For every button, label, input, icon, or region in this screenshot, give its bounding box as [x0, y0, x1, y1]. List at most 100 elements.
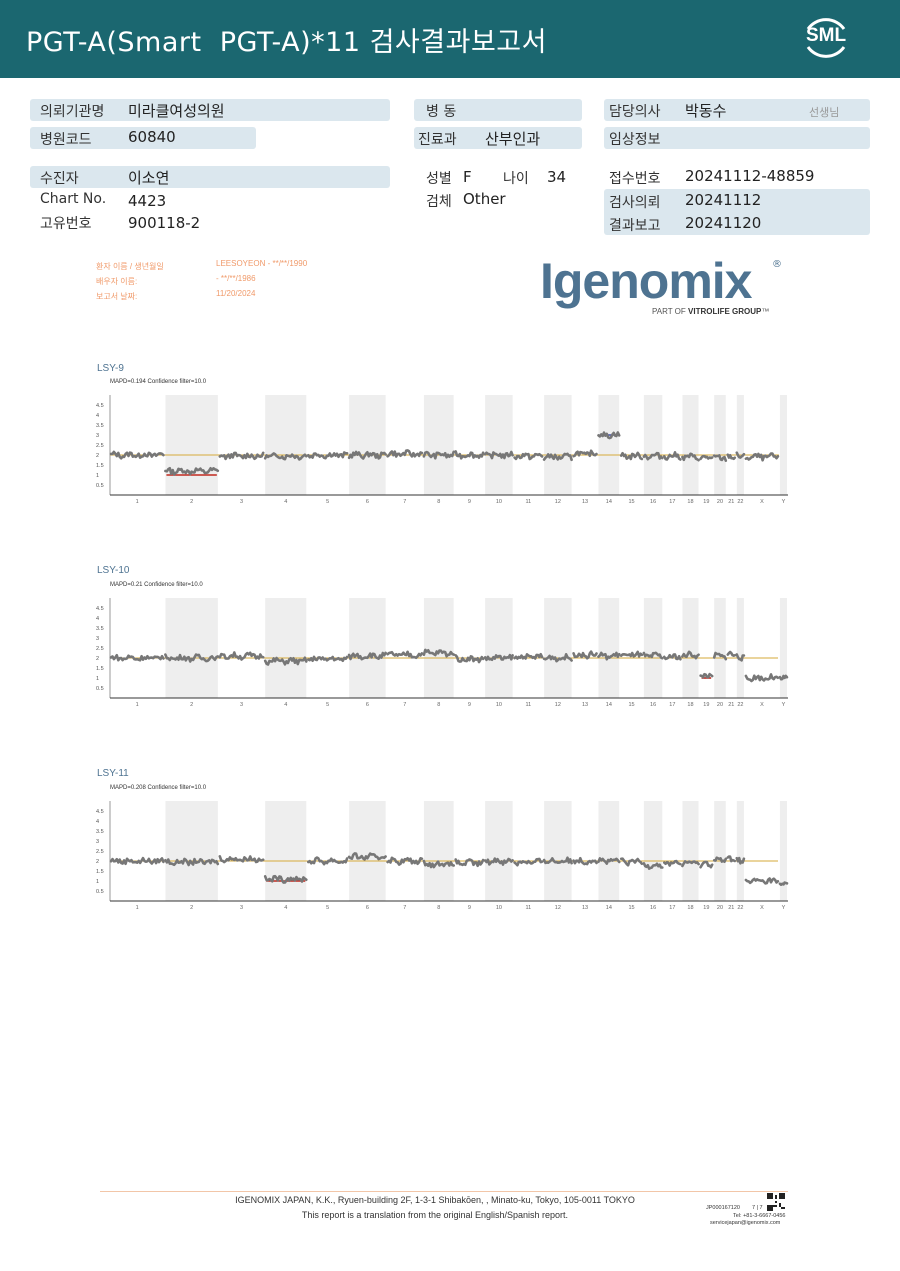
x-tick-label: 19 — [703, 499, 709, 505]
chart-title-3: LSY-11 — [97, 768, 129, 779]
x-tick-label: 10 — [496, 499, 502, 505]
x-tick-label: 20 — [717, 499, 723, 505]
receipt-value: 20241112-48859 — [685, 167, 815, 185]
copy-number-trace-chr4 — [263, 656, 308, 666]
copy-number-trace-chr1 — [109, 450, 165, 460]
copy-number-trace-chr10 — [483, 653, 514, 662]
y-tick-label: 2.5 — [96, 443, 104, 449]
copy-number-trace-chr22 — [735, 856, 746, 865]
chrom-band-4 — [265, 801, 307, 901]
copy-number-trace-chr8 — [422, 450, 456, 460]
copy-number-trace-chr21 — [726, 650, 737, 657]
report-date-value: 11/20/2024 — [216, 289, 256, 298]
chrom-band-22 — [736, 395, 744, 495]
copy-number-trace-chr9 — [454, 654, 485, 664]
id-label: 고유번호 — [40, 216, 92, 232]
chrom-band-2 — [165, 598, 218, 698]
copy-number-trace-chr8 — [422, 859, 456, 869]
footer-address: IGENOMIX JAPAN, K.K., Ryuen-building 2F,… — [235, 1195, 635, 1205]
x-tick-label: 18 — [687, 702, 693, 708]
chrom-band-Y — [779, 395, 787, 495]
y-tick-label: 0.5 — [96, 889, 104, 895]
x-tick-label: 4 — [284, 499, 287, 505]
x-tick-label: 2 — [190, 499, 193, 505]
cnv-chart-3: 4.543.532.521.510.51 2 3 4 5 6 7 8 9 10 11 12 13 14 15… — [96, 801, 789, 911]
footer-tel: Tel: +81-3-6667-0456 — [733, 1213, 786, 1219]
chrom-band-12 — [544, 395, 572, 495]
clinical-box — [604, 127, 870, 149]
chrom-band-22 — [736, 801, 744, 901]
id-value: 900118-2 — [128, 214, 201, 232]
x-tick-label: 12 — [555, 702, 561, 708]
x-tick-label: 15 — [628, 905, 634, 911]
chrom-band-12 — [544, 598, 572, 698]
y-tick-label: 2 — [96, 859, 99, 865]
x-tick-label: 7 — [403, 702, 406, 708]
footer-doc-id: JP000167120 — [706, 1205, 740, 1211]
copy-number-trace-chr1 — [109, 856, 165, 866]
chart-no-label: Chart No. — [40, 191, 107, 207]
y-tick-label: 2.5 — [96, 646, 104, 652]
x-tick-label: 22 — [737, 499, 743, 505]
x-tick-label: 21 — [728, 905, 734, 911]
x-tick-label: 17 — [669, 905, 675, 911]
copy-number-trace-chr17 — [662, 451, 682, 461]
y-tick-label: 3.5 — [96, 626, 104, 632]
footer-email: servicejapan@igenomix.com — [710, 1220, 781, 1226]
chrom-band-10 — [485, 801, 513, 901]
report-label: 결과보고 — [609, 218, 661, 234]
copy-number-trace-chr12 — [542, 856, 573, 865]
copy-number-trace-chr15 — [619, 650, 644, 658]
y-tick-label: 1.5 — [96, 463, 104, 469]
request-report-box — [604, 189, 870, 235]
x-tick-label: 1 — [136, 905, 139, 911]
x-tick-label: 2 — [190, 702, 193, 708]
x-tick-label: Y — [782, 499, 786, 505]
request-label: 검사의뢰 — [609, 195, 661, 211]
x-tick-label: 10 — [496, 905, 502, 911]
copy-number-trace-chr6 — [347, 450, 387, 460]
x-tick-label: 14 — [606, 905, 612, 911]
cnv-chart-1: 4.543.532.521.510.51 2 3 4 5 6 7 8 9 10 11 12 13 14 15… — [96, 395, 788, 505]
x-tick-label: Y — [782, 702, 786, 708]
copy-number-trace-chr15 — [619, 857, 644, 867]
sml-logo: SML — [800, 11, 852, 63]
y-tick-label: 0.5 — [96, 686, 104, 692]
report-value: 20241120 — [685, 214, 762, 232]
y-tick-label: 1.5 — [96, 869, 104, 875]
sex-label: 성별 — [426, 171, 452, 187]
chrom-band-Y — [779, 598, 787, 698]
chart-subtitle-3: MAPD=0.208 Confidence filter=10.0 — [110, 785, 207, 791]
y-tick-label: 2 — [96, 453, 99, 459]
copy-number-trace-chr16 — [642, 451, 664, 461]
copy-number-trace-chr11 — [513, 652, 544, 660]
sex-value: F — [463, 168, 472, 186]
y-tick-label: 4.5 — [96, 403, 104, 409]
x-tick-label: 3 — [240, 905, 243, 911]
copy-number-trace-chr9 — [454, 858, 485, 868]
patient-name-dob-value: LEESOYEON - **/**/1990 — [216, 259, 308, 268]
copy-number-trace-chr7 — [386, 449, 424, 458]
chrom-band-8 — [423, 395, 454, 495]
x-tick-label: 19 — [703, 702, 709, 708]
copy-number-trace-chrY — [778, 674, 789, 681]
chrom-band-20 — [714, 395, 726, 495]
x-tick-label: 9 — [468, 499, 471, 505]
chrom-band-18 — [682, 395, 699, 495]
chrom-band-14 — [598, 395, 620, 495]
copy-number-trace-chr16 — [642, 651, 664, 660]
copy-number-trace-chr19 — [699, 860, 714, 869]
copy-number-trace-chr6 — [347, 852, 387, 861]
y-tick-label: 4 — [96, 413, 99, 419]
hospital-code-value: 60840 — [128, 128, 176, 146]
chrom-band-8 — [423, 598, 454, 698]
x-tick-label: 13 — [582, 905, 588, 911]
copy-number-trace-chr6 — [347, 651, 387, 661]
x-tick-label: 6 — [366, 905, 369, 911]
x-tick-label: 16 — [650, 905, 656, 911]
copy-number-trace-chr17 — [662, 859, 682, 867]
copy-number-trace-chr21 — [726, 453, 737, 461]
y-tick-label: 3.5 — [96, 423, 104, 429]
patient-box — [30, 166, 390, 188]
x-tick-label: 19 — [703, 905, 709, 911]
